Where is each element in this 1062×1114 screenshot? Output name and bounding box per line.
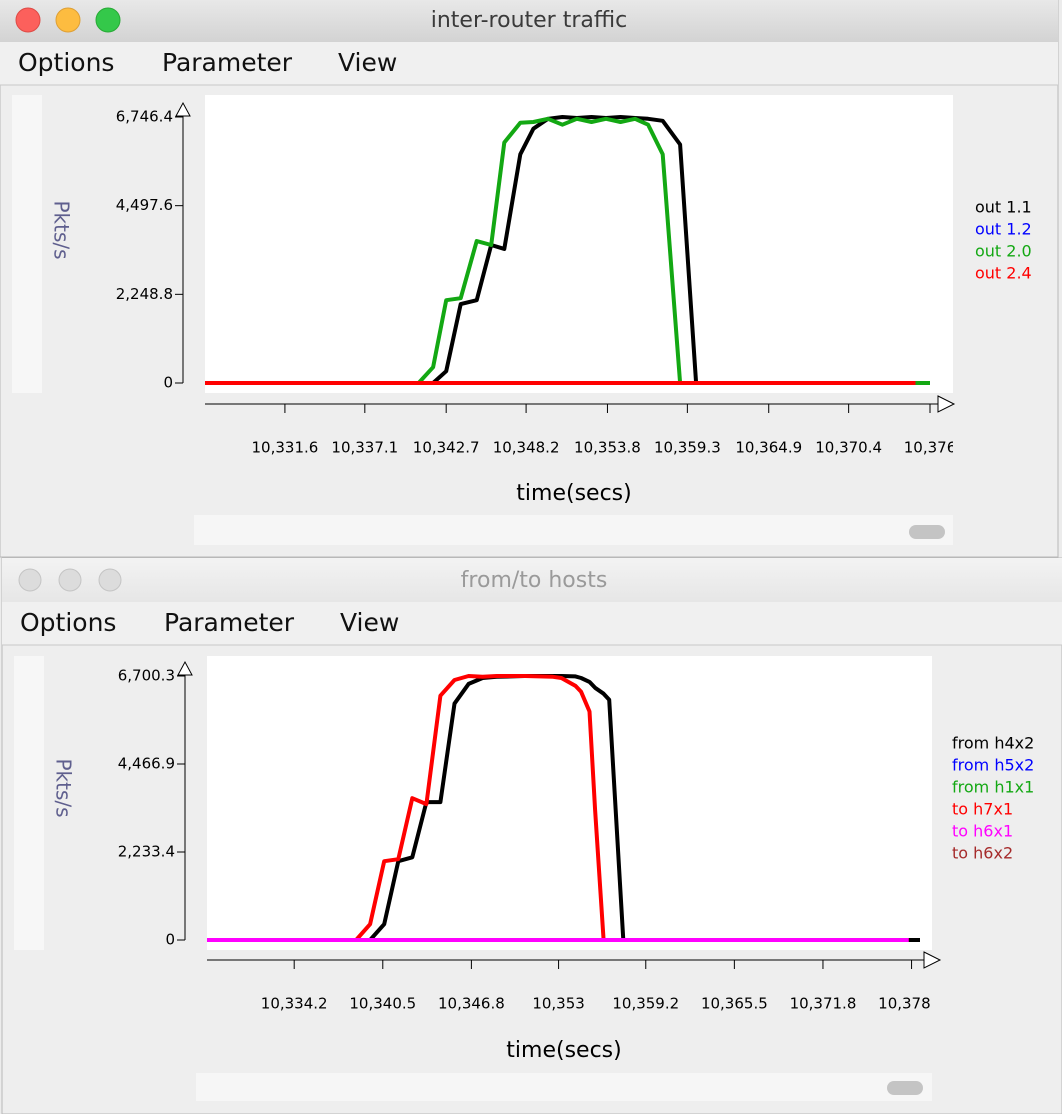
- x-tick-label: 10,337.1: [331, 439, 398, 457]
- menu-item[interactable]: Options: [18, 48, 114, 77]
- x-tick-label: 10,348.2: [493, 439, 560, 457]
- close-button[interactable]: [18, 568, 42, 592]
- legend-entry: to h7x1: [952, 800, 1013, 819]
- menu-item[interactable]: View: [340, 608, 399, 637]
- ylabel-panel: [12, 95, 42, 393]
- x-tick-label: 10,371.8: [790, 995, 857, 1013]
- menu-item[interactable]: View: [338, 48, 397, 77]
- zoom-button[interactable]: [98, 568, 122, 592]
- x-tick-label: 10,359.3: [654, 439, 721, 457]
- x-axis-label: time(secs): [516, 481, 631, 506]
- x-tick-label: 10,353.8: [574, 439, 641, 457]
- menu-bar: [2, 602, 1062, 645]
- menu-item[interactable]: Options: [20, 608, 116, 637]
- x-tick-label: 10,359.2: [612, 995, 679, 1013]
- window-title: from/to hosts: [461, 568, 608, 593]
- y-tick-label: 4,497.6: [116, 196, 173, 214]
- series-line: [205, 116, 930, 385]
- title-bar: [2, 558, 1062, 602]
- series-line: [207, 674, 909, 942]
- plot-area: [207, 656, 932, 950]
- y-axis-arrow: [177, 660, 193, 676]
- legend-entry: out 2.0: [975, 242, 1032, 261]
- x-axis-arrow: [937, 395, 956, 413]
- legend-entry: from h1x1: [952, 778, 1034, 797]
- series-line: [205, 115, 930, 385]
- window-title: inter-router traffic: [431, 8, 627, 33]
- x-axis-label: time(secs): [506, 1038, 621, 1063]
- legend-entry: from h4x2: [952, 734, 1034, 753]
- x-tick-label: 10,346.8: [438, 995, 505, 1013]
- x-tick-label: 10,342.7: [413, 439, 480, 457]
- window: from/to hosts Options Parameter View: [1, 557, 1062, 1114]
- x-tick-label: 10,334.2: [261, 995, 328, 1013]
- y-axis-arrow: [175, 101, 191, 117]
- title-bar: [0, 0, 1058, 42]
- y-tick-label: 2,248.8: [116, 285, 173, 303]
- x-tick-label: 10,370.4: [815, 439, 882, 457]
- legend-entry: out 2.4: [975, 264, 1032, 283]
- y-tick-label: 2,233.4: [118, 843, 175, 861]
- menu-item[interactable]: Parameter: [162, 48, 293, 77]
- zoom-button[interactable]: [95, 7, 121, 33]
- y-axis-label: Pkts/s: [52, 758, 76, 817]
- scroll-thumb[interactable]: [887, 1081, 923, 1095]
- x-tick-label: 10,331.6: [252, 439, 319, 457]
- y-tick-label: 6,700.3: [118, 667, 175, 685]
- x-tick-label: 10,340.5: [349, 995, 416, 1013]
- y-tick-label: 0: [165, 931, 175, 949]
- window: inter-router traffic Options Parameter V…: [0, 0, 1059, 558]
- legend-entry: out 1.2: [975, 220, 1032, 239]
- y-tick-label: 0: [163, 374, 173, 392]
- x-tick-label: 10,365.5: [701, 995, 768, 1013]
- x-axis-arrow: [923, 951, 942, 969]
- minimize-button[interactable]: [58, 568, 82, 592]
- x-tick-label: 10,378.1: [878, 995, 945, 1013]
- scrollbar[interactable]: [194, 515, 953, 545]
- legend-entry: to h6x1: [952, 822, 1013, 841]
- ylabel-panel: [14, 656, 44, 950]
- x-tick-label: 10,353: [532, 995, 585, 1013]
- legend-entry: from h5x2: [952, 756, 1034, 775]
- x-tick-label: 10,376: [904, 439, 957, 457]
- plot-area: [205, 95, 953, 393]
- scroll-thumb[interactable]: [909, 525, 945, 539]
- menu-item[interactable]: Parameter: [164, 608, 295, 637]
- x-tick-label: 10,364.9: [735, 439, 802, 457]
- minimize-button[interactable]: [55, 7, 81, 33]
- legend-entry: to h6x2: [952, 844, 1013, 863]
- legend-entry: out 1.1: [975, 198, 1032, 217]
- y-axis-label: Pkts/s: [50, 200, 74, 259]
- y-tick-label: 6,746.4: [116, 108, 173, 126]
- menu-bar: [0, 42, 1058, 85]
- scrollbar[interactable]: [196, 1073, 932, 1101]
- y-tick-label: 4,466.9: [118, 754, 175, 772]
- close-button[interactable]: [15, 7, 41, 33]
